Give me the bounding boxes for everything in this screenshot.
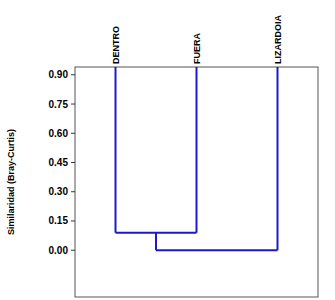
branch-horizontal	[156, 249, 278, 251]
y-tick	[71, 133, 75, 134]
y-tick	[71, 74, 75, 75]
leaf-label: DENTRO	[111, 26, 121, 64]
y-tick-label: 0.15	[49, 215, 69, 226]
y-tick	[71, 250, 75, 251]
y-tick-label: 0.75	[49, 99, 69, 110]
y-tick-label: 0.60	[49, 128, 69, 139]
y-tick-label: 0.90	[49, 69, 69, 80]
chart: 0.00 0.15 0.30 0.45 0.60 0.75 0.90 Similaridad …	[0, 0, 335, 300]
y-axis-label: Similaridad (Bray-Curtis)	[6, 129, 16, 235]
branch-vertical	[196, 67, 198, 233]
y-tick	[71, 220, 75, 221]
y-tick	[71, 191, 75, 192]
dendrogram	[116, 67, 278, 250]
branch-vertical	[277, 67, 279, 250]
y-tick-label: 0.45	[49, 157, 69, 168]
branch-vertical	[155, 233, 157, 251]
y-tick	[71, 104, 75, 105]
y-tick-label: 0.00	[49, 245, 69, 256]
branch-vertical	[115, 67, 117, 233]
y-tick	[71, 162, 75, 163]
plot-frame	[75, 67, 318, 297]
leaf-label: FUERA	[192, 33, 202, 64]
y-tick-label: 0.30	[49, 186, 69, 197]
leaf-label: LIZARDOIA	[273, 15, 283, 64]
